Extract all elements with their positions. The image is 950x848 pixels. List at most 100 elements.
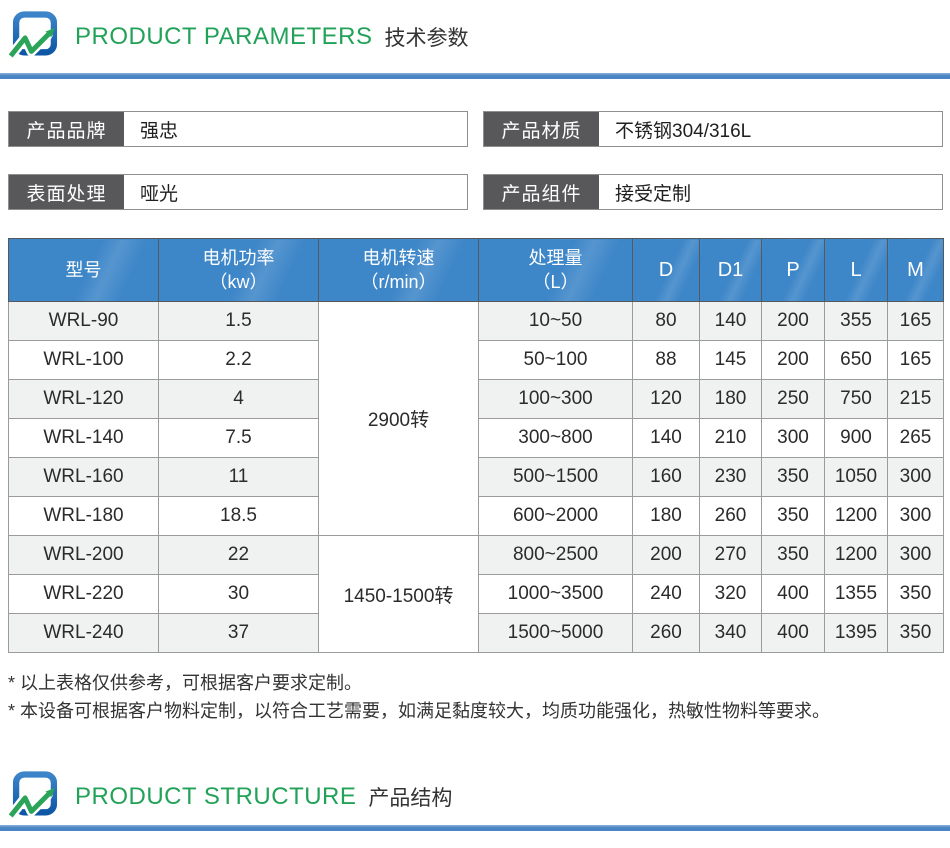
cell-power: 4 [158, 379, 319, 419]
header-divider-line [0, 73, 950, 79]
th-speed: 电机转速 （r/min） [318, 238, 479, 302]
cell-m: 300 [887, 457, 944, 497]
cell-p: 400 [761, 574, 825, 614]
cell-d1: 270 [699, 535, 762, 575]
cell-d1: 230 [699, 457, 762, 497]
cell-m: 265 [887, 418, 944, 458]
cell-capacity: 1000~3500 [478, 574, 633, 614]
info-label: 产品品牌 [9, 112, 124, 146]
th-m: M [887, 238, 944, 302]
cell-p: 350 [761, 496, 825, 536]
footer-divider-line [0, 825, 950, 831]
cell-p: 300 [761, 418, 825, 458]
cell-model: WRL-140 [8, 418, 159, 458]
th-p: P [761, 238, 825, 302]
cell-m: 300 [887, 496, 944, 536]
cell-p: 350 [761, 457, 825, 497]
th-d: D [632, 238, 700, 302]
table-row: WRL-90 1.5 2900转 10~50 80 140 200 355 16… [8, 301, 944, 536]
cell-d: 260 [632, 613, 700, 653]
cell-d1: 180 [699, 379, 762, 419]
cell-d: 160 [632, 457, 700, 497]
cell-model: WRL-240 [8, 613, 159, 653]
cell-d1: 140 [699, 301, 762, 341]
cell-p: 200 [761, 340, 825, 380]
brand-logo-icon [8, 11, 58, 61]
th-capacity: 处理量 （L） [478, 238, 633, 302]
info-box-material: 产品材质 不锈钢304/316L [483, 111, 943, 147]
cell-power: 37 [158, 613, 319, 653]
cell-power: 22 [158, 535, 319, 575]
cell-l: 750 [824, 379, 888, 419]
cell-d1: 145 [699, 340, 762, 380]
th-l: L [824, 238, 888, 302]
cell-d1: 260 [699, 496, 762, 536]
cell-d1: 320 [699, 574, 762, 614]
cell-capacity: 1500~5000 [478, 613, 633, 653]
cell-speed-group-2: 1450-1500转 [318, 535, 479, 653]
cell-l: 650 [824, 340, 888, 380]
parameters-title-zh: 技术参数 [384, 27, 469, 50]
structure-section-header: PRODUCT STRUCTURE 产品结构 [0, 769, 950, 825]
info-box-brand: 产品品牌 强忠 [8, 111, 468, 147]
cell-m: 350 [887, 613, 944, 653]
cell-d: 80 [632, 301, 700, 341]
cell-power: 7.5 [158, 418, 319, 458]
cell-capacity: 500~1500 [478, 457, 633, 497]
footnote: * 本设备可根据客户物料定制，以符合工艺需要，如满足黏度较大，均质功能强化，热敏… [8, 701, 831, 721]
info-value: 接受定制 [615, 183, 692, 205]
cell-capacity: 50~100 [478, 340, 633, 380]
cell-model: WRL-90 [8, 301, 159, 341]
table-footnotes: * 以上表格仅供参考，可根据客户要求定制。 * 本设备可根据客户物料定制，以符合… [8, 669, 942, 725]
info-label: 产品材质 [484, 112, 599, 146]
cell-d1: 210 [699, 418, 762, 458]
cell-capacity: 10~50 [478, 301, 633, 341]
product-info-grid: 产品品牌 强忠 产品材质 不锈钢304/316L 表面处理 哑光 产品组件 接受… [8, 111, 943, 210]
cell-m: 165 [887, 340, 944, 380]
cell-speed-group-1: 2900转 [318, 301, 479, 536]
cell-model: WRL-180 [8, 496, 159, 536]
cell-d: 200 [632, 535, 700, 575]
cell-l: 355 [824, 301, 888, 341]
cell-power: 2.2 [158, 340, 319, 380]
footnote: * 以上表格仅供参考，可根据客户要求定制。 [8, 673, 363, 693]
cell-power: 18.5 [158, 496, 319, 536]
info-value: 不锈钢304/316L [615, 120, 752, 142]
cell-l: 1200 [824, 496, 888, 536]
info-value: 哑光 [140, 183, 179, 205]
info-box-component: 产品组件 接受定制 [483, 174, 943, 210]
cell-capacity: 300~800 [478, 418, 633, 458]
cell-d: 88 [632, 340, 700, 380]
cell-l: 900 [824, 418, 888, 458]
th-model: 型号 [8, 238, 159, 302]
cell-capacity: 100~300 [478, 379, 633, 419]
cell-model: WRL-200 [8, 535, 159, 575]
parameters-section-header: PRODUCT PARAMETERS 技术参数 [0, 9, 950, 65]
cell-d: 180 [632, 496, 700, 536]
info-label: 表面处理 [9, 175, 124, 209]
info-value: 强忠 [140, 120, 179, 142]
cell-power: 30 [158, 574, 319, 614]
cell-p: 250 [761, 379, 825, 419]
cell-l: 1355 [824, 574, 888, 614]
cell-p: 200 [761, 301, 825, 341]
cell-p: 400 [761, 613, 825, 653]
cell-power: 11 [158, 457, 319, 497]
cell-m: 165 [887, 301, 944, 341]
cell-d: 140 [632, 418, 700, 458]
brand-logo-icon [8, 771, 58, 821]
cell-m: 350 [887, 574, 944, 614]
cell-l: 1050 [824, 457, 888, 497]
cell-l: 1200 [824, 535, 888, 575]
cell-d1: 340 [699, 613, 762, 653]
th-power: 电机功率 （kw） [158, 238, 319, 302]
table-row: WRL-200 22 1450-1500转 800~2500 200 270 3… [8, 535, 944, 653]
cell-m: 300 [887, 535, 944, 575]
structure-title-zh: 产品结构 [368, 787, 453, 810]
cell-p: 350 [761, 535, 825, 575]
parameters-title-en: PRODUCT PARAMETERS [75, 23, 373, 50]
product-parameters-table: 型号 电机功率 （kw） 电机转速 （r/min） 处理量 （L） D D1 P L … [8, 238, 944, 653]
cell-l: 1395 [824, 613, 888, 653]
cell-d: 240 [632, 574, 700, 614]
info-box-surface: 表面处理 哑光 [8, 174, 468, 210]
